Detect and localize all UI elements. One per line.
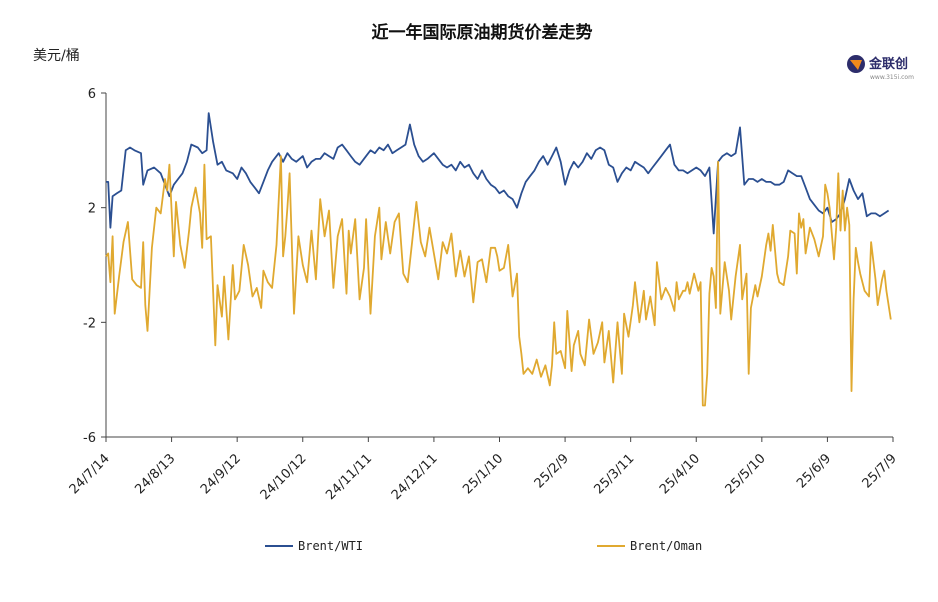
legend-label-brent-oman: Brent/Oman [630, 539, 702, 553]
logo-mark-accent-icon [850, 60, 862, 70]
x-tick-label: 25/3/11 [591, 451, 637, 497]
legend-item-brent-wti: Brent/WTI [265, 539, 363, 553]
y-tick-label: -6 [83, 431, 96, 446]
x-tick-label: 25/5/10 [723, 451, 769, 497]
series-line-brent-oman [105, 155, 892, 407]
x-tick-label: 25/7/9 [860, 451, 900, 491]
x-tick-label: 24/10/12 [258, 451, 310, 503]
x-tick-label: 24/7/14 [67, 451, 113, 497]
x-tick-label: 24/12/11 [389, 451, 441, 503]
x-tick-label: 24/11/11 [323, 451, 375, 503]
series-layer [105, 112, 892, 407]
logo-name: 金联创 [868, 56, 908, 72]
y-tick-label: 2 [88, 202, 96, 217]
series-line-brent-wti [106, 112, 890, 235]
x-tick-label: 25/6/9 [794, 451, 834, 491]
x-tick-label: 25/1/10 [460, 451, 506, 497]
x-tick-label: 24/8/13 [132, 451, 178, 497]
y-tick-label: 6 [88, 87, 96, 102]
brand-logo: 金联创 www.315i.com [847, 55, 914, 81]
logo-subtext: www.315i.com [870, 74, 914, 81]
y-axis-unit-label: 美元/桶 [33, 48, 80, 64]
x-tick-label: 25/4/10 [657, 451, 703, 497]
legend-label-brent-wti: Brent/WTI [298, 539, 363, 553]
chart-title: 近一年国际原油期货价差走势 [372, 22, 593, 43]
legend: Brent/WTI Brent/Oman [265, 539, 702, 553]
legend-item-brent-oman: Brent/Oman [597, 539, 702, 553]
x-tick-label: 24/9/12 [198, 451, 244, 497]
y-tick-label: -2 [83, 316, 96, 331]
axes: -6 -2 2 6 24/7/14 24/8/13 24/9/12 24/10/12 24/11… [67, 87, 900, 503]
x-tick-label: 25/2/9 [532, 451, 572, 491]
